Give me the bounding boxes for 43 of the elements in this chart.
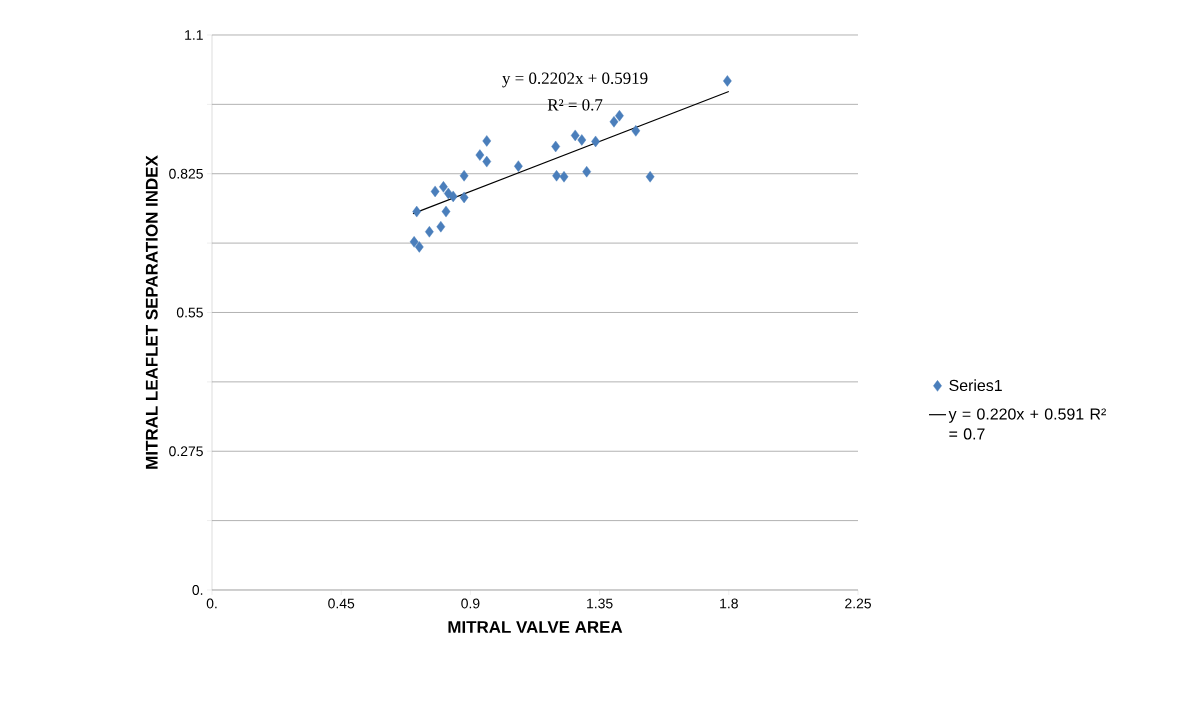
point	[577, 134, 587, 146]
y-axis-title: MITRAL LEAFLET SEPARATION INDEX	[145, 155, 158, 469]
point	[482, 155, 492, 168]
point	[551, 140, 561, 153]
point	[441, 205, 451, 218]
x-axis-title: MITRAL VALVE AREA	[448, 621, 623, 633]
point	[559, 171, 569, 183]
point	[552, 170, 561, 182]
point	[430, 185, 440, 198]
x-tick-label: 1.8	[720, 598, 738, 609]
point	[414, 241, 424, 253]
point	[459, 170, 469, 182]
point	[425, 226, 434, 238]
legend-label: Series1	[949, 379, 1002, 392]
point	[482, 135, 492, 147]
x-tick-label: 2.25	[845, 598, 871, 609]
y-tick-label: 0.	[192, 585, 203, 595]
point	[439, 181, 448, 193]
y-tick-label: 1.1	[185, 30, 203, 40]
point	[459, 191, 469, 204]
point	[412, 205, 422, 218]
point	[475, 149, 485, 161]
x-tick-label: 0.45	[328, 598, 355, 609]
annotation: R² = 0.7	[547, 99, 603, 111]
legend-label: y = 0.220x + 0.591 R² = 0.7	[948, 408, 1106, 440]
point	[631, 125, 641, 137]
y-tick-label: 0.825	[169, 168, 203, 179]
y-tick-label: 0.275	[169, 446, 203, 457]
x-tick-label: 1.35	[587, 598, 613, 609]
point	[609, 116, 619, 128]
x-tick-label: 0.	[206, 598, 217, 609]
point	[570, 129, 580, 142]
x-tick-label: 0.9	[461, 598, 480, 609]
point	[409, 236, 419, 248]
point	[615, 110, 624, 122]
point	[645, 171, 655, 183]
point	[723, 75, 732, 87]
y-tick-label: 0.55	[176, 307, 203, 318]
point	[436, 221, 446, 233]
point	[448, 190, 458, 203]
point	[514, 160, 523, 172]
point	[582, 166, 592, 178]
annotation: y = 0.2202x + 0.5919	[502, 72, 648, 88]
